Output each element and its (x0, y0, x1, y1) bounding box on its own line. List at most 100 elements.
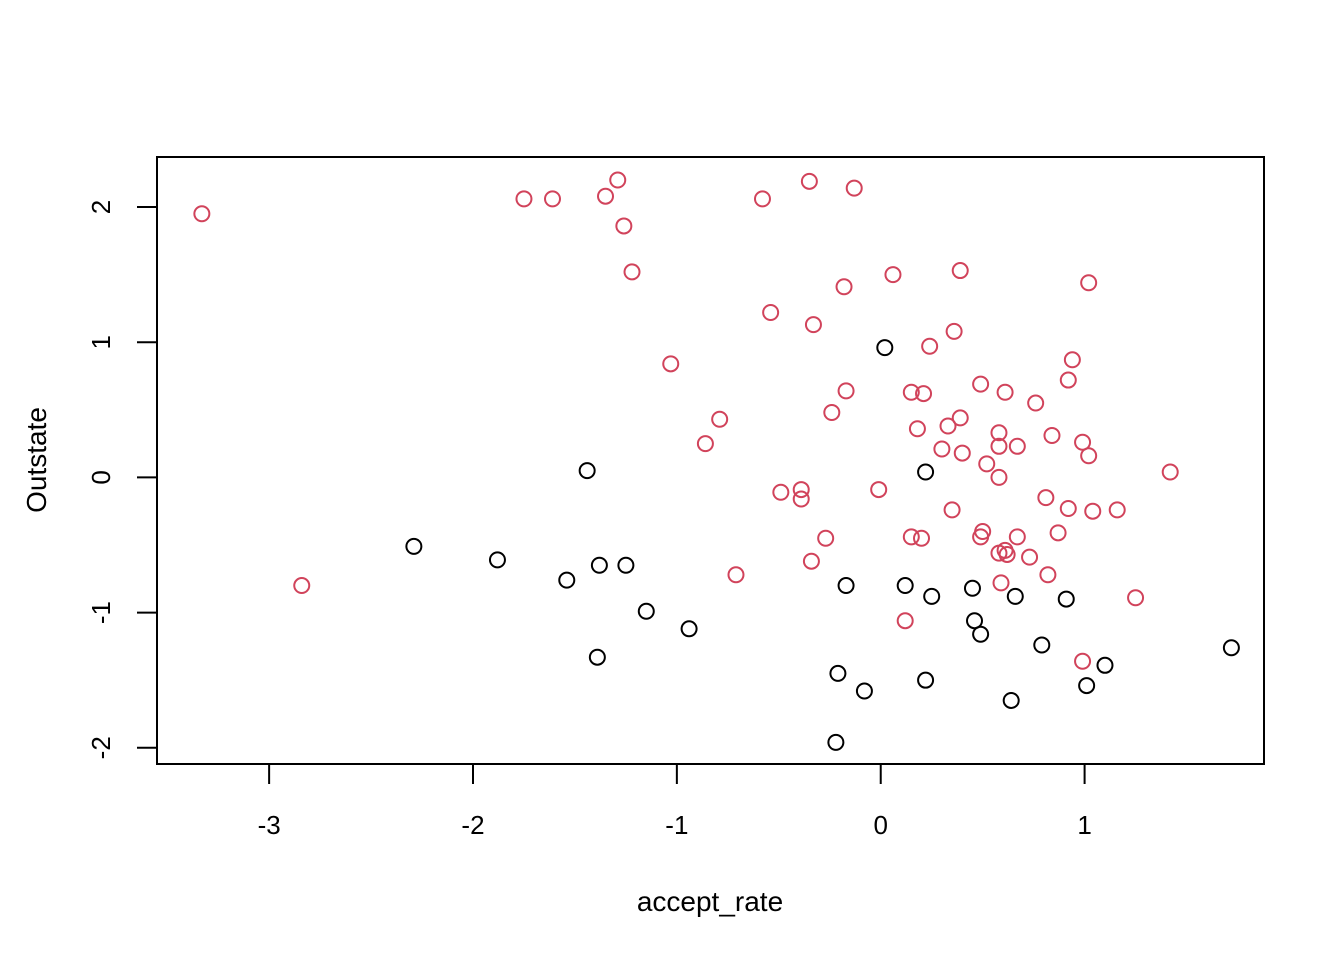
y-tick-label: 0 (86, 470, 116, 484)
data-point-series-2 (908, 420, 926, 438)
data-point-series-2 (615, 217, 633, 235)
data-point-series-2 (1080, 447, 1098, 465)
data-point-series-2 (662, 355, 680, 373)
data-point-series-1 (837, 577, 855, 595)
data-point-series-2 (990, 437, 1008, 455)
data-point-series-2 (1161, 463, 1179, 481)
x-tick-label: -3 (258, 810, 281, 840)
data-point-series-1 (972, 625, 990, 643)
y-tick-label: -1 (86, 601, 116, 624)
data-point-series-2 (972, 375, 990, 393)
data-point-series-1 (1222, 639, 1240, 657)
data-point-series-1 (1057, 590, 1075, 608)
data-point-series-1 (588, 648, 606, 666)
data-point-series-2 (1049, 524, 1067, 542)
data-point-series-1 (827, 733, 845, 751)
data-point-series-1 (558, 571, 576, 589)
data-point-series-2 (1074, 652, 1092, 670)
data-point-series-2 (915, 385, 933, 403)
data-point-series-2 (896, 612, 914, 630)
data-point-series-2 (817, 529, 835, 547)
data-point-series-2 (753, 190, 771, 208)
data-point-series-2 (845, 179, 863, 197)
data-point-series-1 (1078, 677, 1096, 695)
data-point-series-2 (762, 303, 780, 321)
x-axis-label: accept_rate (637, 886, 783, 917)
y-tick-label: 2 (86, 200, 116, 214)
data-point-series-2 (943, 501, 961, 519)
data-point-series-2 (1063, 351, 1081, 369)
data-point-series-2 (1008, 528, 1026, 546)
data-point-series-2 (884, 266, 902, 284)
data-point-series-2 (1008, 437, 1026, 455)
data-point-series-2 (1043, 426, 1061, 444)
data-point-series-1 (1096, 656, 1114, 674)
data-point-series-1 (876, 339, 894, 357)
data-point-series-2 (972, 528, 990, 546)
data-point-series-1 (680, 620, 698, 638)
data-point-series-2 (953, 444, 971, 462)
data-point-series-2 (913, 529, 931, 547)
data-point-series-2 (515, 190, 533, 208)
data-point-series-2 (727, 566, 745, 584)
data-point-series-2 (933, 440, 951, 458)
data-point-series-2 (1108, 501, 1126, 519)
data-point-series-2 (835, 278, 853, 296)
data-point-series-2 (696, 435, 714, 453)
data-point-series-2 (1037, 489, 1055, 507)
data-point-series-2 (990, 468, 1008, 486)
x-tick-label: -1 (665, 810, 688, 840)
data-point-series-2 (992, 574, 1010, 592)
data-point-series-1 (617, 556, 635, 574)
data-point-series-2 (711, 410, 729, 428)
data-point-series-2 (1080, 274, 1098, 292)
data-point-series-2 (597, 187, 615, 205)
data-point-series-1 (488, 551, 506, 569)
x-tick-label: 1 (1077, 810, 1091, 840)
data-point-series-1 (1002, 691, 1020, 709)
data-point-series-2 (902, 383, 920, 401)
y-axis: -2 -1 0 1 2 (86, 200, 158, 759)
plot-frame (156, 156, 1265, 765)
data-point-series-2 (1059, 371, 1077, 389)
x-tick-label: 0 (873, 810, 887, 840)
data-point-series-1 (923, 587, 941, 605)
data-point-series-2 (945, 322, 963, 340)
data-point-series-2 (921, 337, 939, 355)
data-point-series-2 (823, 404, 841, 422)
data-points (193, 171, 1240, 751)
data-point-series-2 (1059, 499, 1077, 517)
x-tick-label: -2 (461, 810, 484, 840)
data-point-series-1 (590, 556, 608, 574)
data-point-series-1 (578, 462, 596, 480)
data-point-series-2 (996, 383, 1014, 401)
data-point-series-2 (293, 577, 311, 595)
data-point-series-2 (1084, 502, 1102, 520)
data-point-series-1 (917, 671, 935, 689)
data-point-series-1 (963, 579, 981, 597)
y-tick-label: 1 (86, 335, 116, 349)
data-point-series-2 (193, 205, 211, 223)
data-point-series-1 (405, 537, 423, 555)
data-point-series-2 (792, 490, 810, 508)
data-point-series-1 (896, 577, 914, 595)
data-point-series-2 (802, 552, 820, 570)
data-point-series-2 (951, 409, 969, 427)
data-point-series-1 (966, 612, 984, 630)
data-point-series-2 (990, 424, 1008, 442)
data-point-series-1 (637, 602, 655, 620)
data-point-series-2 (939, 417, 957, 435)
data-point-series-1 (829, 664, 847, 682)
data-point-series-2 (951, 262, 969, 280)
data-point-series-1 (1006, 587, 1024, 605)
y-axis-label: Outstate (21, 407, 52, 513)
data-point-series-2 (792, 481, 810, 499)
data-point-series-2 (837, 382, 855, 400)
x-axis: -3 -2 -1 0 1 (258, 763, 1092, 840)
data-point-series-2 (902, 528, 920, 546)
data-point-series-2 (1127, 589, 1145, 607)
data-point-series-2 (609, 171, 627, 189)
data-point-series-1 (855, 682, 873, 700)
data-point-series-2 (870, 481, 888, 499)
data-point-series-2 (544, 190, 562, 208)
